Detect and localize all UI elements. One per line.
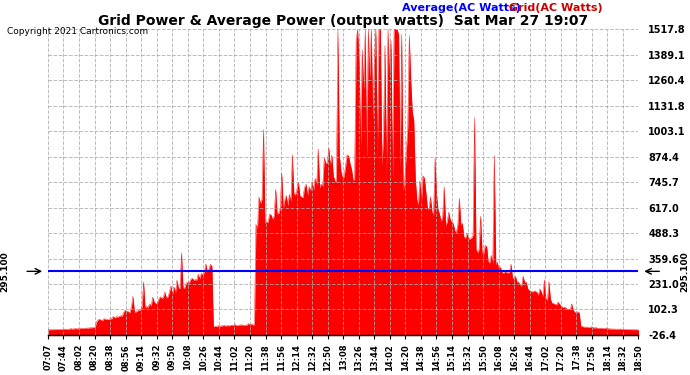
Text: Copyright 2021 Cartronics.com: Copyright 2021 Cartronics.com: [7, 27, 148, 36]
Text: Average(AC Watts): Average(AC Watts): [402, 3, 521, 13]
Text: Grid(AC Watts): Grid(AC Watts): [509, 3, 602, 13]
Text: 295.100: 295.100: [1, 251, 10, 292]
Title: Grid Power & Average Power (output watts)  Sat Mar 27 19:07: Grid Power & Average Power (output watts…: [98, 14, 589, 28]
Text: 295.100: 295.100: [680, 251, 689, 292]
